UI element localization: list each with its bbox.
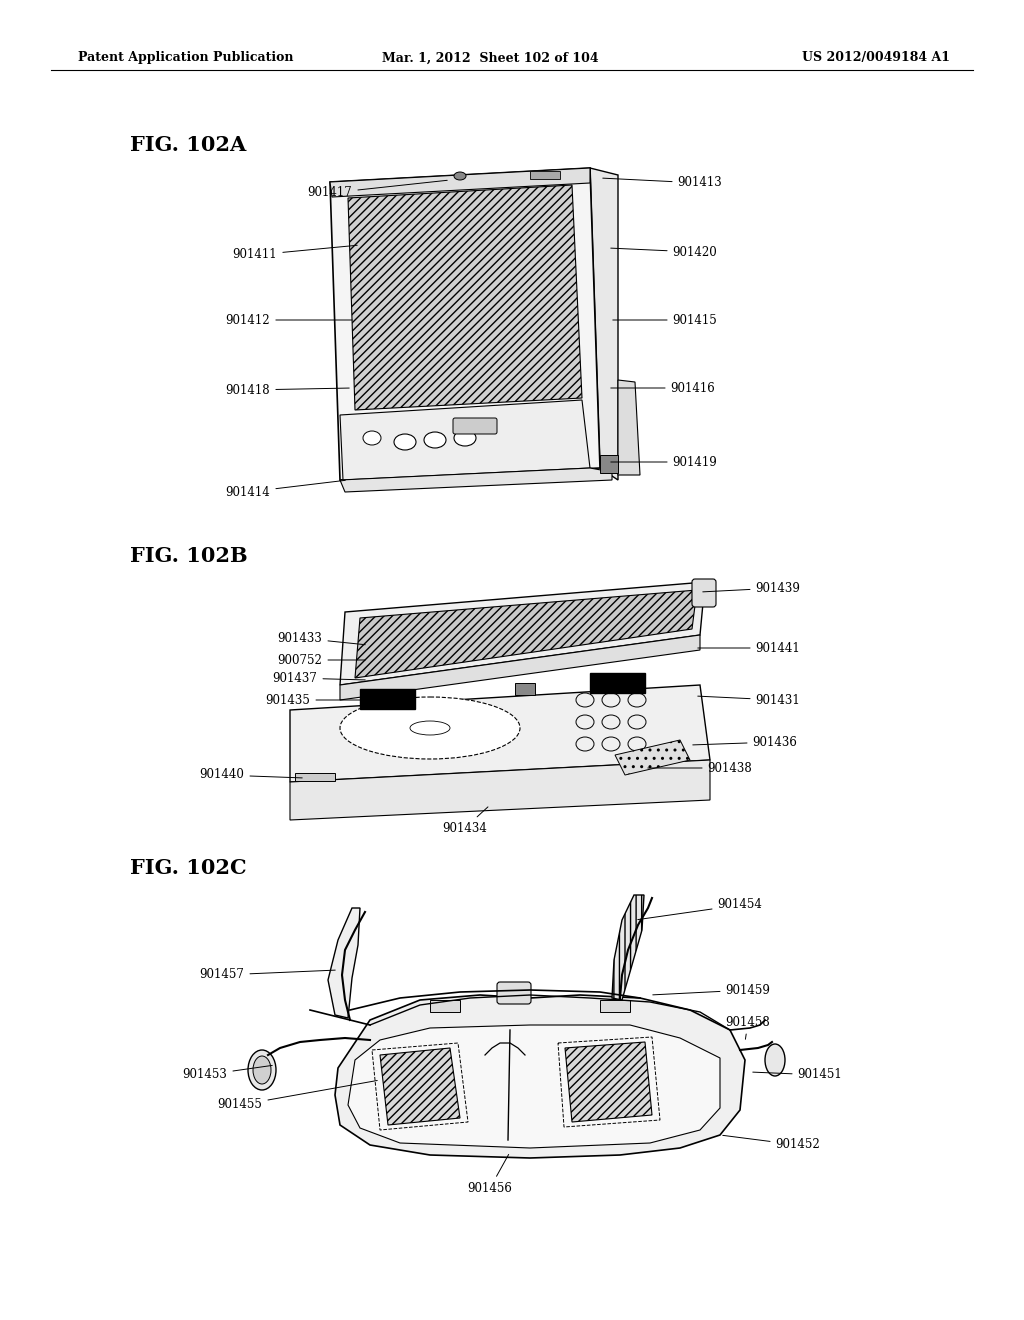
- Ellipse shape: [628, 715, 646, 729]
- Polygon shape: [612, 895, 644, 1001]
- Text: Mar. 1, 2012  Sheet 102 of 104: Mar. 1, 2012 Sheet 102 of 104: [382, 51, 598, 65]
- Ellipse shape: [602, 737, 620, 751]
- Bar: [430, 1001, 460, 1012]
- Text: 901453: 901453: [182, 1065, 272, 1081]
- Text: 901455: 901455: [217, 1081, 377, 1111]
- Text: 901451: 901451: [753, 1068, 843, 1081]
- Ellipse shape: [410, 721, 450, 735]
- Ellipse shape: [362, 432, 381, 445]
- Polygon shape: [615, 741, 690, 775]
- Text: 901456: 901456: [468, 1155, 512, 1195]
- Polygon shape: [340, 635, 700, 700]
- Text: 901457: 901457: [200, 969, 335, 982]
- Polygon shape: [340, 469, 612, 492]
- Text: 901440: 901440: [200, 768, 302, 781]
- Text: 901420: 901420: [610, 246, 718, 259]
- FancyBboxPatch shape: [453, 418, 497, 434]
- Polygon shape: [348, 185, 582, 411]
- Text: FIG. 102A: FIG. 102A: [130, 135, 246, 154]
- Text: 901452: 901452: [723, 1135, 820, 1151]
- Text: 901436: 901436: [693, 735, 798, 748]
- Ellipse shape: [602, 715, 620, 729]
- Bar: [515, 682, 535, 696]
- Text: 901411: 901411: [232, 246, 357, 261]
- Polygon shape: [590, 168, 618, 480]
- Text: 901437: 901437: [272, 672, 366, 685]
- Polygon shape: [290, 685, 710, 781]
- Text: Patent Application Publication: Patent Application Publication: [78, 51, 294, 65]
- Bar: [590, 673, 645, 693]
- Polygon shape: [618, 380, 640, 475]
- Ellipse shape: [628, 737, 646, 751]
- Polygon shape: [340, 582, 705, 685]
- Text: 901441: 901441: [697, 642, 801, 655]
- Text: 900752: 900752: [278, 653, 366, 667]
- Text: 901459: 901459: [652, 983, 770, 997]
- Ellipse shape: [248, 1049, 276, 1090]
- Polygon shape: [565, 1041, 652, 1122]
- Polygon shape: [335, 995, 745, 1158]
- Bar: [530, 172, 560, 180]
- Ellipse shape: [253, 1056, 271, 1084]
- FancyBboxPatch shape: [692, 579, 716, 607]
- Polygon shape: [290, 760, 710, 820]
- Text: 901415: 901415: [612, 314, 718, 326]
- Ellipse shape: [454, 430, 476, 446]
- Ellipse shape: [454, 172, 466, 180]
- Polygon shape: [330, 168, 600, 480]
- Text: FIG. 102B: FIG. 102B: [130, 546, 248, 566]
- Text: 901433: 901433: [278, 631, 366, 644]
- Text: 901418: 901418: [225, 384, 349, 396]
- Polygon shape: [348, 1026, 720, 1148]
- Text: 901458: 901458: [726, 1015, 770, 1039]
- Ellipse shape: [394, 434, 416, 450]
- Text: FIG. 102C: FIG. 102C: [130, 858, 247, 878]
- Text: US 2012/0049184 A1: US 2012/0049184 A1: [802, 51, 950, 65]
- Text: 901417: 901417: [307, 181, 447, 199]
- Text: 901438: 901438: [648, 762, 753, 775]
- Polygon shape: [380, 1048, 460, 1125]
- FancyBboxPatch shape: [497, 982, 531, 1005]
- Bar: [360, 689, 415, 709]
- Ellipse shape: [628, 693, 646, 708]
- Text: 901434: 901434: [442, 807, 488, 834]
- Text: 901431: 901431: [697, 693, 801, 706]
- Text: 901413: 901413: [603, 177, 722, 190]
- Polygon shape: [340, 400, 590, 480]
- Bar: [600, 1001, 630, 1012]
- Text: 901439: 901439: [702, 582, 801, 594]
- Text: 901419: 901419: [610, 455, 718, 469]
- Text: 901435: 901435: [265, 693, 366, 706]
- Text: 901416: 901416: [610, 381, 716, 395]
- Polygon shape: [330, 168, 590, 197]
- Ellipse shape: [575, 737, 594, 751]
- Text: 901414: 901414: [225, 480, 345, 499]
- Text: 901454: 901454: [638, 899, 763, 920]
- Ellipse shape: [424, 432, 446, 447]
- Text: 901412: 901412: [225, 314, 352, 326]
- Polygon shape: [355, 590, 697, 678]
- Ellipse shape: [340, 697, 520, 759]
- Polygon shape: [328, 908, 360, 1018]
- Ellipse shape: [602, 693, 620, 708]
- Bar: [600, 455, 618, 473]
- Ellipse shape: [575, 693, 594, 708]
- Bar: [295, 774, 335, 781]
- Ellipse shape: [575, 715, 594, 729]
- Ellipse shape: [765, 1044, 785, 1076]
